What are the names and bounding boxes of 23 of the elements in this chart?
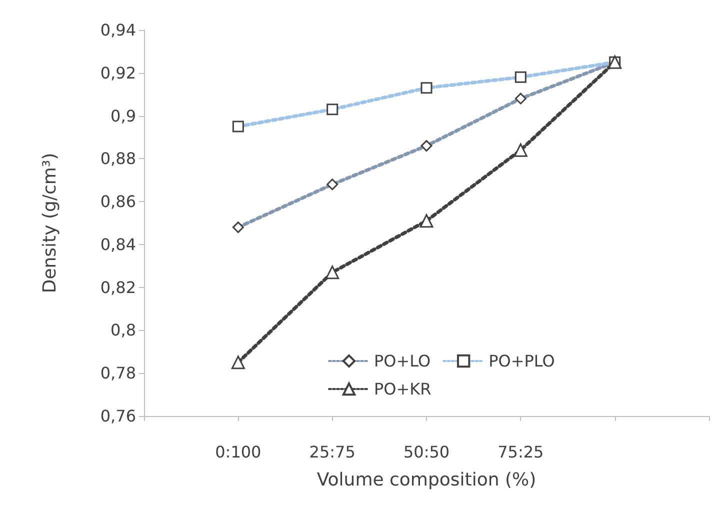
point [231,356,245,370]
point [326,266,340,280]
legend-label: PO+PLO [488,352,555,370]
y-tick-label: 0,84 [100,234,136,254]
y-tick-label: 0,78 [100,364,136,383]
legend-label: PO+LO [374,352,431,370]
x-axis-title: Volume composition (%) [316,470,536,490]
y-tick-label: 0,94 [100,20,136,40]
y-tick-label: 0,76 [100,406,136,426]
x-tick-label: 25:75 [309,442,356,462]
point [420,214,434,228]
legend-label: PO+KR [374,380,432,398]
x-tick-label: 75:25 [498,442,544,462]
x-tick-label: 0:100 [215,442,262,462]
y-tick-label: 0,82 [100,278,136,297]
x-tick-label: 50:50 [403,442,450,462]
y-tick-label: 0,86 [100,192,136,212]
y-tick-label: 0,9 [110,106,136,126]
point [514,143,528,157]
y-tick-label: 0,88 [100,149,136,168]
y-tick-label: 0,92 [100,63,136,82]
y-tick-label: 0,8 [110,320,136,340]
y-axis-title: Density (g/cm³) [40,152,60,294]
